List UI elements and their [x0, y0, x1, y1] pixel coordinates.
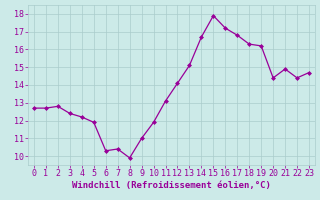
X-axis label: Windchill (Refroidissement éolien,°C): Windchill (Refroidissement éolien,°C) — [72, 181, 271, 190]
